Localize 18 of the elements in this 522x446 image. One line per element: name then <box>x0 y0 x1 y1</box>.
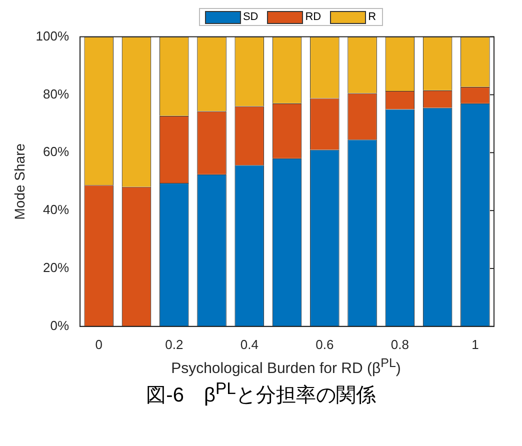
x-tick-label: 0.8 <box>390 336 409 352</box>
y-tick-label: 40% <box>43 202 70 218</box>
y-axis-title: Mode Share <box>11 143 28 220</box>
x-axis-title: Psychological Burden for RD (β$^{PL}$) <box>170 356 402 377</box>
x-tick-label: 0.4 <box>240 336 258 352</box>
legend-label: SD <box>242 11 258 23</box>
y-tick-label: 100% <box>36 28 70 44</box>
x-tick-label: 0 <box>95 336 102 352</box>
legend-label: RD <box>305 11 322 23</box>
x-tick-label: 1 <box>472 336 479 352</box>
text: 図-6 β$^{PL}$と分担率の関係 <box>145 379 377 409</box>
y-tick-label: 20% <box>43 260 70 276</box>
x-tick-label: 0.6 <box>316 336 334 352</box>
legend-label: R <box>368 11 376 23</box>
x-tick-label: 0.2 <box>165 336 184 352</box>
y-tick-label: 80% <box>43 86 70 102</box>
y-tick-label: 60% <box>43 144 70 160</box>
y-tick-label: 0% <box>50 318 70 333</box>
